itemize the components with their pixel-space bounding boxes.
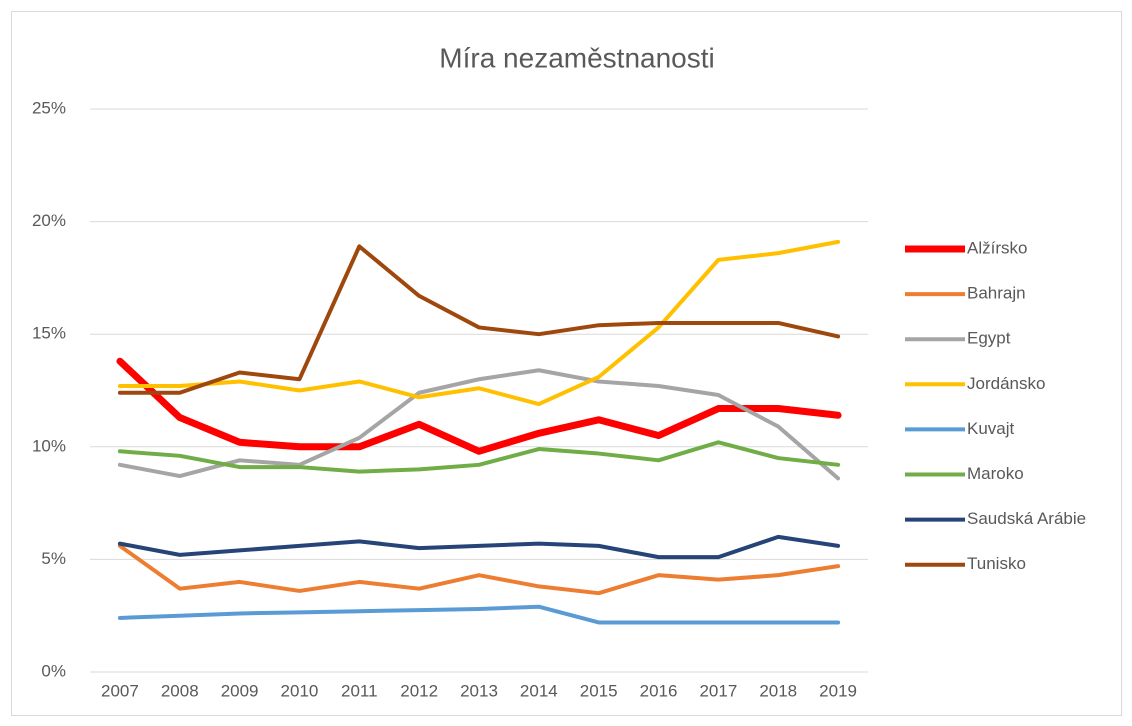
- series-line: [117, 440, 841, 474]
- series-line: [117, 543, 841, 596]
- series-line: [117, 244, 841, 395]
- series-line: [117, 239, 841, 407]
- x-tick-label: 2013: [460, 681, 498, 700]
- y-tick-label: 20%: [32, 211, 66, 230]
- legend-label: Saudská Arábie: [967, 509, 1086, 528]
- series-line: [117, 534, 841, 560]
- x-tick-label: 2019: [819, 681, 857, 700]
- x-tick-label: 2007: [101, 681, 139, 700]
- legend-label: Bahrajn: [967, 284, 1026, 303]
- chart-frame: [11, 11, 1122, 716]
- x-tick-label: 2014: [520, 681, 558, 700]
- y-tick-label: 0%: [41, 661, 66, 680]
- legend-label: Jordánsko: [967, 374, 1045, 393]
- series-line: [117, 604, 841, 625]
- x-tick-label: 2012: [400, 681, 438, 700]
- legend-label: Kuvajt: [967, 419, 1015, 438]
- x-tick-label: 2017: [699, 681, 737, 700]
- y-tick-label: 25%: [32, 98, 66, 117]
- x-tick-label: 2010: [281, 681, 319, 700]
- legend-label: Egypt: [967, 329, 1011, 348]
- legend-label: Alžírsko: [967, 238, 1027, 257]
- chart-title: Míra nezaměstnanosti: [439, 42, 714, 73]
- x-tick-label: 2011: [341, 681, 378, 700]
- x-tick-label: 2015: [580, 681, 618, 700]
- x-tick-label: 2018: [759, 681, 797, 700]
- series-line: [117, 368, 841, 481]
- y-tick-label: 15%: [32, 324, 66, 343]
- x-tick-label: 2009: [221, 681, 259, 700]
- y-tick-label: 5%: [41, 549, 66, 568]
- x-tick-label: 2016: [640, 681, 678, 700]
- legend-label: Tunisko: [967, 554, 1026, 573]
- legend-label: Maroko: [967, 464, 1024, 483]
- x-tick-label: 2008: [161, 681, 199, 700]
- y-tick-label: 10%: [32, 436, 66, 455]
- series-line: [116, 357, 842, 455]
